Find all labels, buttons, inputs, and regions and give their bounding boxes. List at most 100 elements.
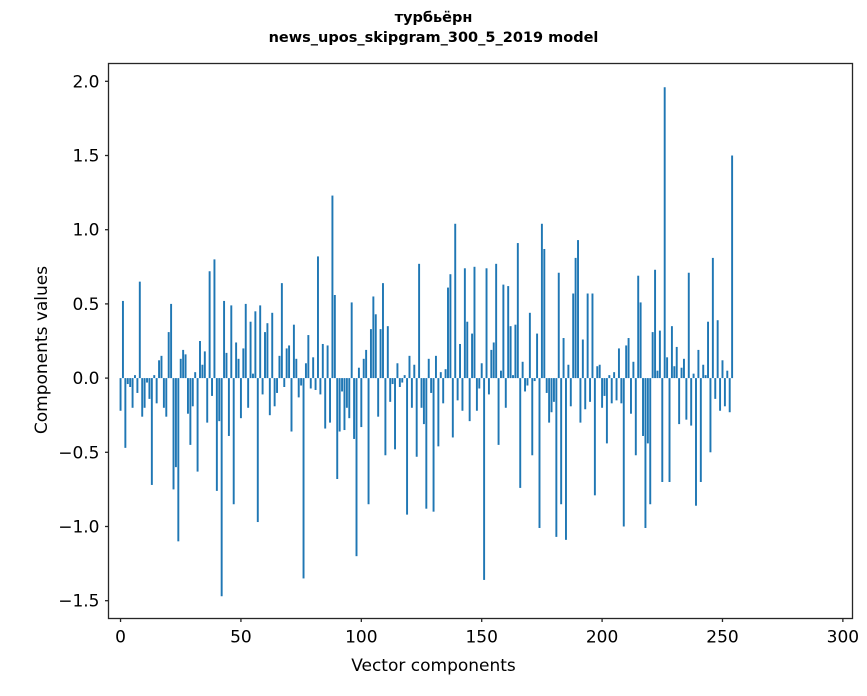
bar: [422, 378, 425, 425]
bar: [365, 349, 368, 379]
bar: [150, 378, 153, 485]
bar: [617, 348, 620, 379]
bar: [170, 303, 173, 379]
bar: [605, 378, 608, 444]
bar: [663, 87, 666, 379]
bar: [297, 378, 300, 398]
bar: [528, 312, 531, 379]
bar: [586, 293, 589, 379]
bar: [379, 329, 382, 379]
bar: [461, 378, 464, 411]
bar: [620, 378, 623, 404]
bar: [408, 355, 411, 379]
bar: [430, 378, 433, 393]
bar: [369, 329, 372, 379]
bar: [584, 378, 587, 410]
x-axis-label: Vector components: [351, 656, 516, 676]
bar: [449, 274, 452, 379]
bar: [160, 355, 163, 379]
bar: [362, 358, 365, 379]
bar: [314, 378, 317, 390]
y-tick-group: −1.5 −1.0 −0.5 0.0 0.5 1.0 1.5 2.0: [58, 72, 109, 612]
bar: [333, 295, 336, 379]
bar: [290, 378, 293, 432]
bar: [179, 358, 182, 379]
bar: [124, 378, 127, 448]
bar: [478, 378, 481, 389]
bar: [731, 155, 734, 379]
bar: [451, 378, 454, 438]
bar: [167, 332, 170, 379]
bar: [468, 378, 471, 422]
bar: [186, 378, 189, 414]
bar: [444, 369, 447, 379]
bar: [483, 378, 486, 580]
bar: [666, 357, 669, 379]
bar: [548, 378, 551, 423]
bar: [136, 378, 139, 393]
bar: [427, 358, 430, 379]
bar: [360, 378, 363, 428]
y-tick-label: −1.0: [58, 517, 99, 537]
bar: [382, 283, 384, 379]
bar: [675, 346, 678, 379]
bar: [668, 378, 671, 482]
bar: [526, 378, 529, 386]
bar: [711, 257, 714, 379]
bar: [143, 378, 146, 408]
bar: [350, 302, 353, 379]
bar: [687, 272, 690, 379]
bar: [702, 364, 705, 379]
bar: [230, 305, 233, 379]
bar: [338, 378, 341, 432]
bar: [485, 268, 488, 379]
bar: [177, 378, 180, 542]
bar: [512, 375, 514, 379]
bar: [138, 281, 141, 379]
bar: [259, 305, 262, 379]
bar: [155, 378, 158, 404]
bar: [273, 378, 276, 407]
bar: [256, 378, 259, 523]
bar: [649, 378, 652, 505]
bar: [418, 263, 421, 379]
bar: [577, 240, 579, 379]
bar: [695, 378, 697, 506]
bar: [148, 378, 151, 399]
bar: [500, 370, 502, 379]
y-tick-label: 2.0: [72, 72, 99, 92]
bar: [569, 378, 572, 407]
bar: [271, 312, 274, 379]
bar: [658, 330, 661, 379]
bar: [495, 263, 498, 379]
bar: [634, 378, 637, 456]
bar: [394, 378, 396, 450]
bar: [625, 345, 628, 379]
bar: [213, 259, 216, 379]
bar: [345, 378, 348, 408]
bar: [206, 378, 209, 423]
bar: [507, 286, 510, 379]
bar: [540, 223, 543, 379]
bar: [509, 326, 512, 379]
bar: [239, 378, 242, 419]
bar: [487, 378, 490, 395]
bar: [622, 378, 625, 527]
bar: [598, 364, 601, 379]
bar: [348, 378, 351, 419]
bar: [406, 378, 409, 515]
bar: [709, 378, 712, 453]
bar: [434, 355, 437, 379]
bar: [415, 378, 418, 457]
x-tick-label: 100: [345, 628, 377, 648]
bar: [473, 266, 476, 379]
bar: [321, 343, 324, 379]
bar: [533, 378, 536, 382]
y-tick-label: 1.5: [72, 147, 99, 167]
bar: [410, 378, 413, 408]
bar: [208, 271, 211, 379]
bar: [329, 378, 331, 423]
bar: [227, 378, 230, 436]
